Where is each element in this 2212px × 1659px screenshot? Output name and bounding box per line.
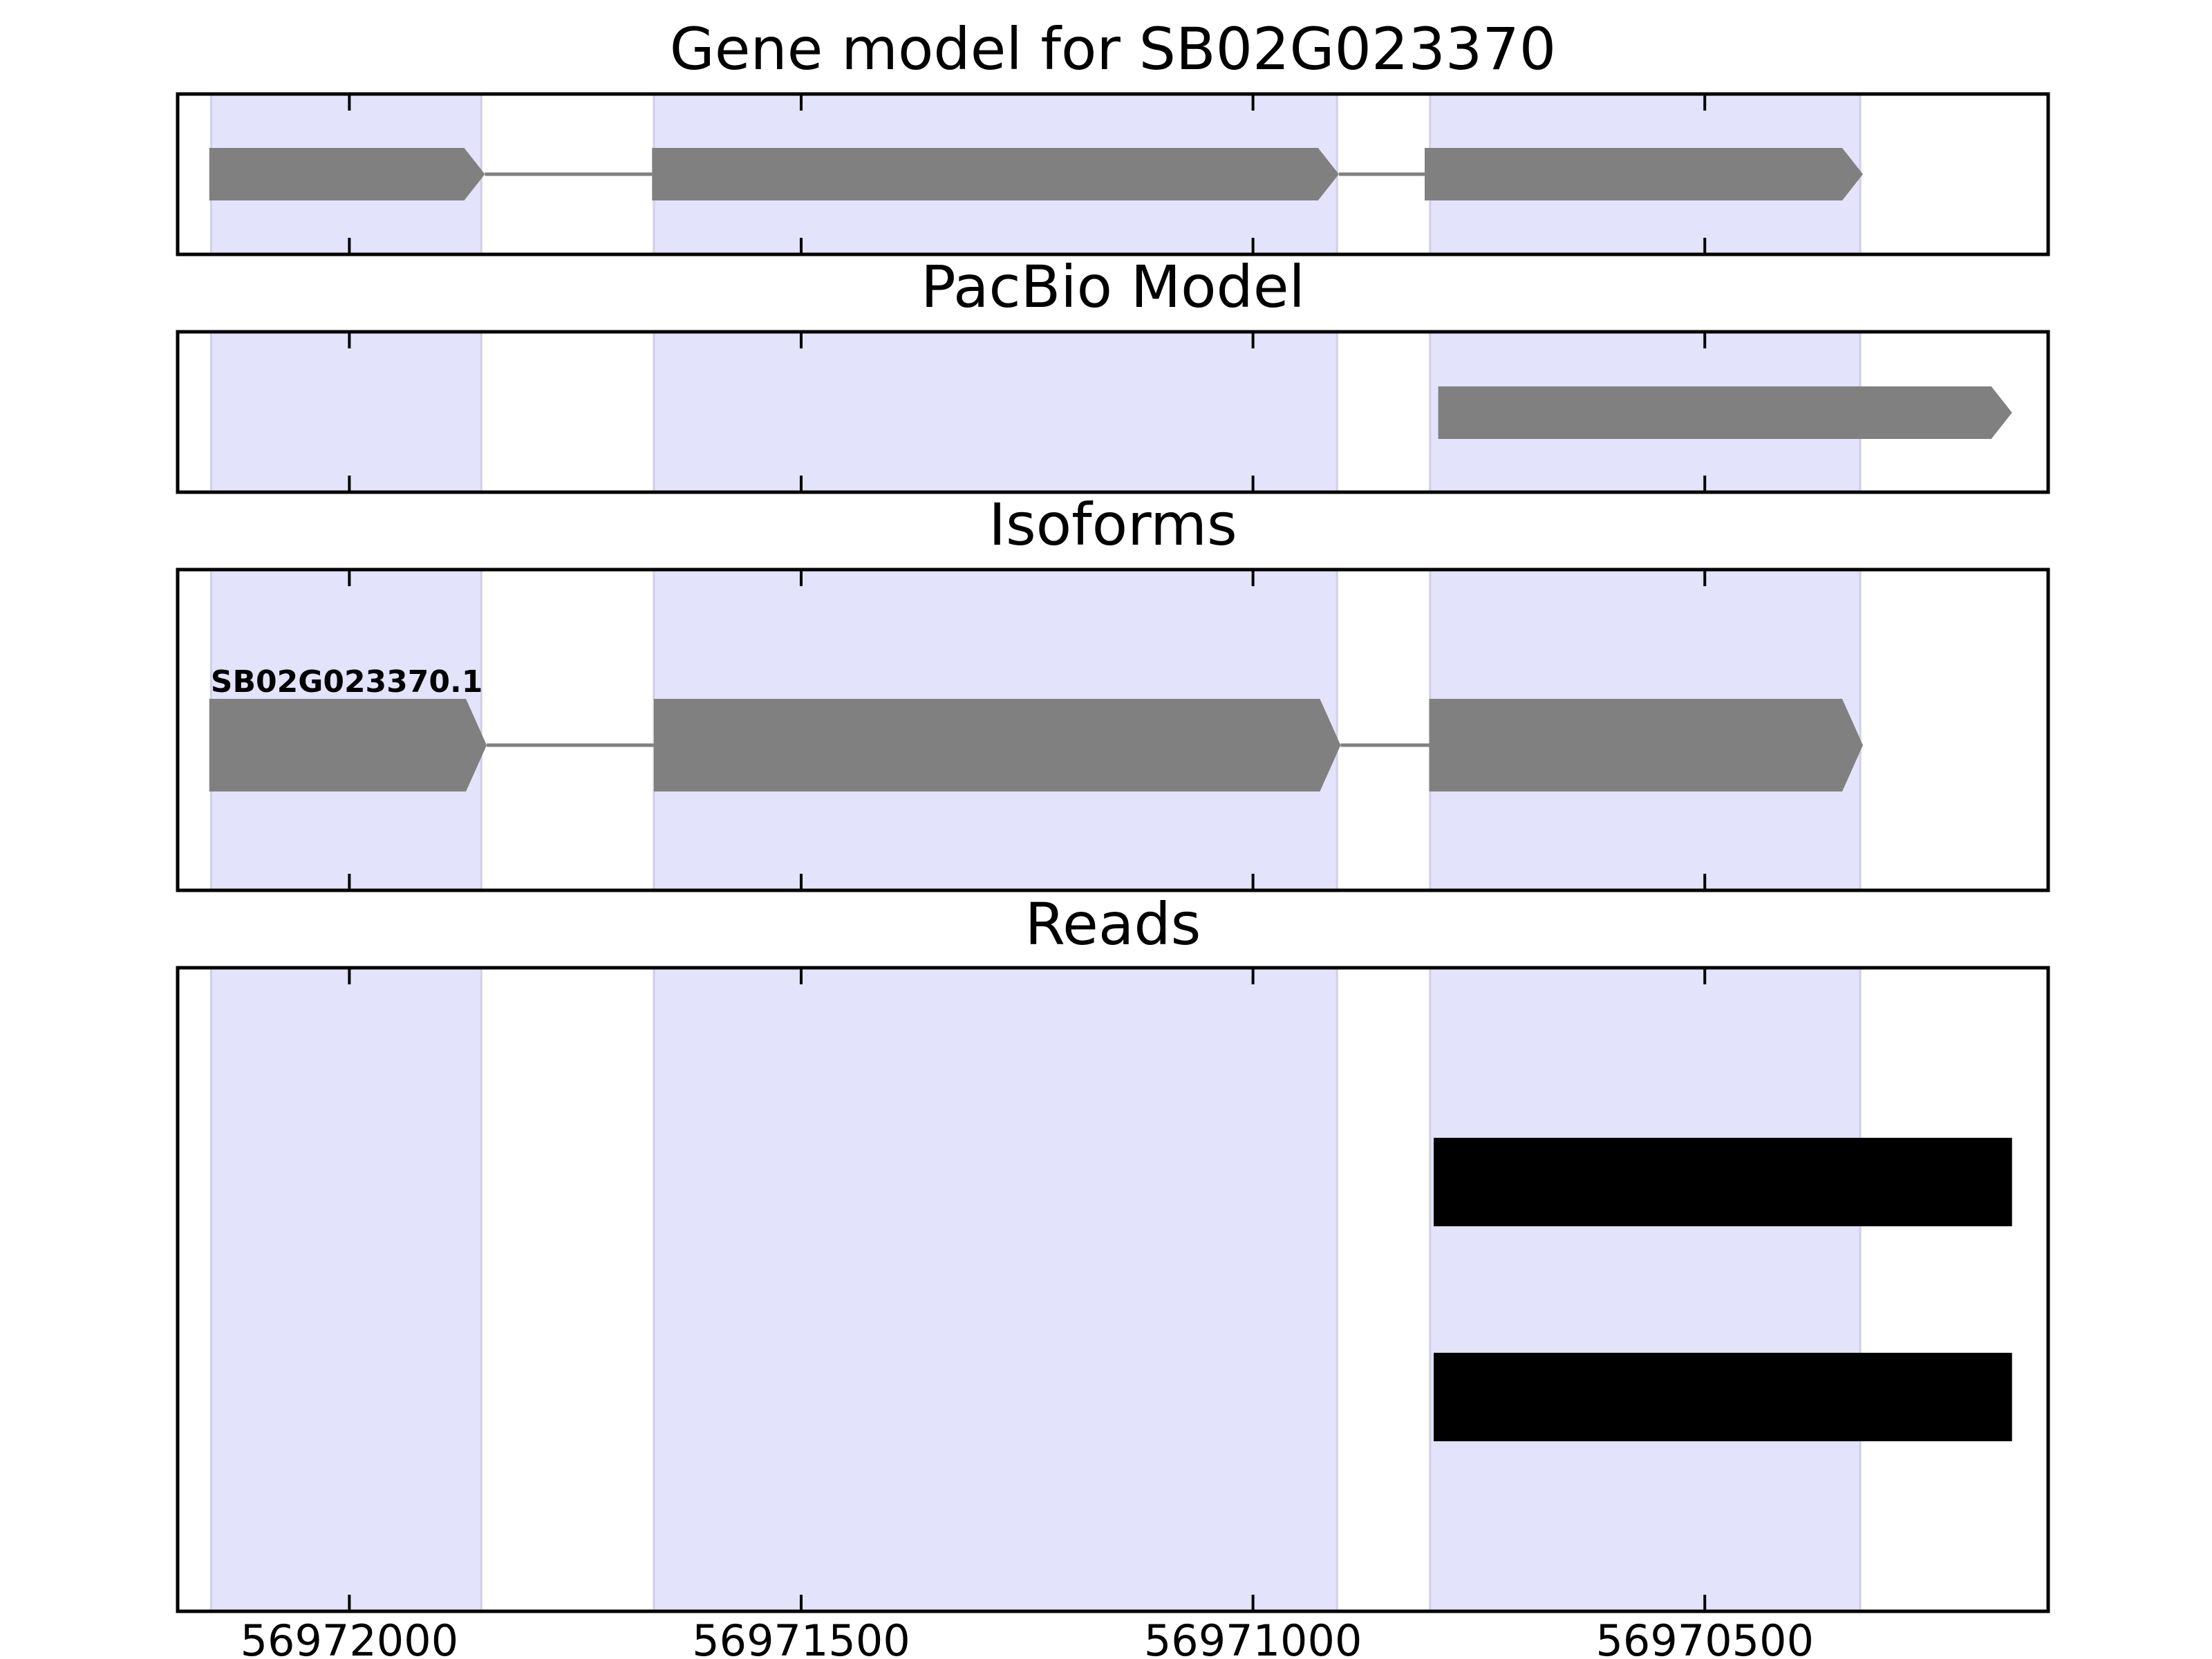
x-tick-label: 56971000 xyxy=(1144,1615,1362,1659)
x-tick-label: 56970500 xyxy=(1595,1615,1814,1659)
exon-arrow-3 xyxy=(1425,148,1864,200)
isoform-label: SB02G023370.1 xyxy=(211,664,483,700)
read-bar-1 xyxy=(1434,1138,2012,1226)
text-layer: Gene model for SB02G023370 PacBio Model SB… xyxy=(211,15,1814,1659)
exon-region-shade-4-1 xyxy=(209,966,482,1613)
x-tick-label: 56972000 xyxy=(241,1615,459,1659)
read-bar-2 xyxy=(1434,1353,2012,1441)
exon-arrow-3 xyxy=(1429,699,1864,791)
feature-layer xyxy=(209,148,2012,1441)
panel-frame-layer xyxy=(176,92,2050,1613)
exon-arrow-1 xyxy=(1438,386,2012,439)
exon-region-shade-4-2 xyxy=(653,966,1338,1613)
exon-region-shade-2-2 xyxy=(653,330,1338,494)
exon-arrow-1 xyxy=(209,148,485,200)
panel-frame-2 xyxy=(176,330,2050,494)
exon-arrow-1 xyxy=(209,699,487,791)
panel-title-1: Gene model for SB02G023370 xyxy=(670,15,1556,83)
exon-region-shade-2-1 xyxy=(209,330,482,494)
panel-frame-3 xyxy=(176,568,2050,892)
panel-title-2: PacBio Model xyxy=(921,253,1305,321)
panel-frame-4 xyxy=(176,966,2050,1613)
panel-title-3: Isoforms xyxy=(988,491,1237,559)
exon-region-shade-4-3 xyxy=(1429,966,1862,1613)
exon-arrow-2 xyxy=(652,148,1339,200)
panel-frame-1 xyxy=(176,92,2050,256)
panel-title-4: Reads xyxy=(1025,890,1201,958)
exon-arrow-2 xyxy=(653,699,1341,791)
x-tick-label: 56971500 xyxy=(692,1615,910,1659)
